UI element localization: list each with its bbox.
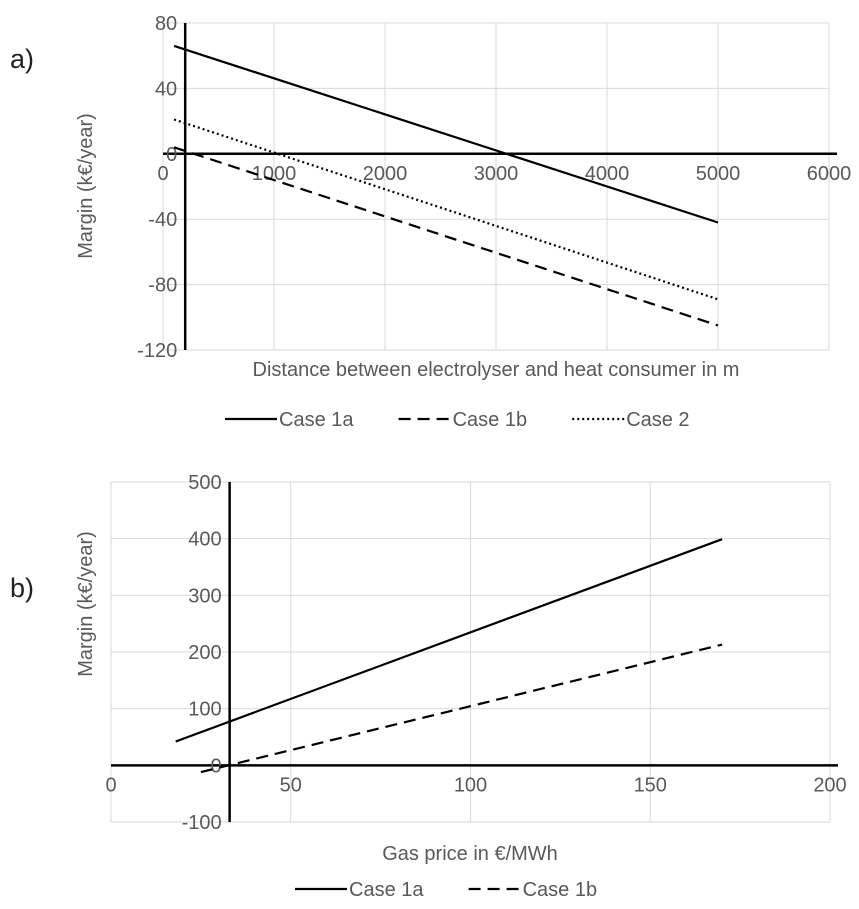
y-tick-label: 40	[155, 78, 177, 100]
y-tick-label: 200	[188, 642, 221, 664]
y-tick-label: -80	[148, 275, 177, 297]
y-tick-label: 100	[188, 699, 221, 721]
panel-label: a)	[10, 44, 34, 74]
legend-label: Case 1a	[349, 879, 424, 901]
x-tick-label: 0	[157, 163, 168, 185]
y-tick-label: 400	[188, 529, 221, 551]
legend-label: Case 1a	[279, 409, 354, 431]
y-tick-label: -40	[148, 209, 177, 231]
x-tick-label: 6000	[807, 163, 852, 185]
series-line-case-1b	[173, 146, 719, 327]
y-tick-label: -120	[137, 340, 177, 362]
y-tick-label: -100	[182, 812, 222, 834]
y-axis-title: Margin (k€/year)	[75, 113, 97, 259]
y-tick-label: 0	[166, 144, 177, 166]
chart-a: a) 0 1000 2000 3000 4000 5000 6000 -120 -80 -40 0 40…	[10, 13, 851, 431]
x-tick-label: 5000	[696, 163, 741, 185]
x-tick-label: 200	[813, 774, 846, 796]
y-tick-label: 0	[211, 755, 222, 777]
panel-label: b)	[10, 573, 34, 603]
x-tick-label: 0	[105, 774, 116, 796]
legend-label: Case 1b	[453, 409, 527, 431]
y-tick-label: 300	[188, 585, 221, 607]
y-tick-label: 80	[155, 13, 177, 35]
y-tick-label: 500	[188, 472, 221, 494]
series-line-case-2	[173, 118, 719, 301]
x-tick-label: 150	[634, 774, 667, 796]
x-tick-label: 1000	[252, 163, 297, 185]
legend-label: Case 1b	[523, 879, 598, 901]
y-axis-title: Margin (k€/year)	[75, 531, 97, 677]
x-tick-label: 50	[280, 774, 302, 796]
legend-label: Case 2	[626, 409, 689, 431]
x-tick-label: 3000	[474, 163, 519, 185]
series-line-case-1a	[173, 44, 719, 224]
series-line-case-1a	[175, 538, 723, 743]
x-axis-title: Gas price in €/MWh	[382, 843, 558, 865]
chart-b: b) 0 50 100 150 200 -100 0 100 200 300 400 500 Gas pr…	[10, 472, 847, 901]
x-tick-label: 100	[454, 774, 487, 796]
x-tick-label: 4000	[585, 163, 630, 185]
x-tick-label: 2000	[363, 163, 408, 185]
x-axis-title: Distance between electrolyser and heat c…	[253, 359, 740, 381]
series-line-case-1b	[200, 643, 723, 774]
